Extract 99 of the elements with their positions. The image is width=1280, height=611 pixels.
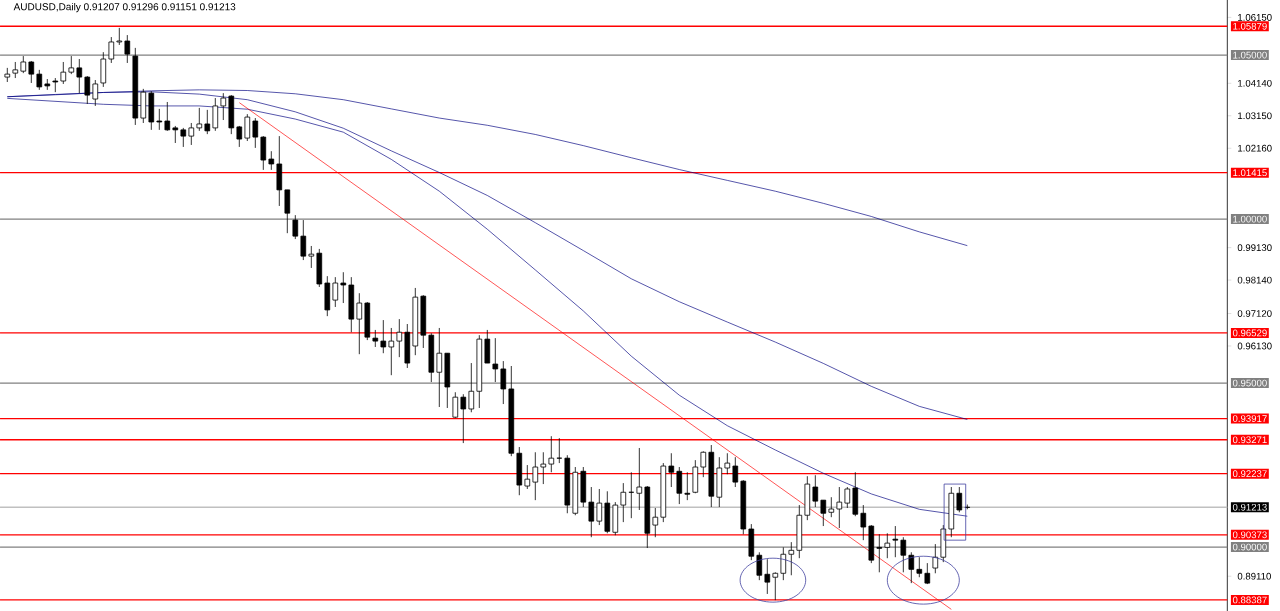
candlestick bbox=[780, 546, 787, 581]
candlestick bbox=[772, 571, 779, 601]
ref-line-label: 0.93917 bbox=[1232, 415, 1267, 422]
candlestick bbox=[172, 125, 179, 144]
candlestick bbox=[460, 393, 467, 444]
candlestick bbox=[724, 452, 731, 475]
ref-line-label: 1.00000 bbox=[1233, 215, 1267, 223]
candlestick bbox=[860, 504, 867, 541]
candlestick bbox=[100, 51, 107, 88]
ref-line-label: 1.05879 bbox=[1233, 22, 1267, 30]
candlestick bbox=[300, 219, 307, 261]
candlestick bbox=[500, 360, 507, 405]
y-tick-label: 0.98140 bbox=[1237, 276, 1272, 284]
candlestick bbox=[540, 451, 547, 485]
candlestick bbox=[636, 447, 643, 511]
candlestick bbox=[332, 276, 339, 308]
candlestick bbox=[260, 135, 267, 171]
candlestick bbox=[244, 113, 251, 142]
candlestick bbox=[52, 77, 59, 93]
candlestick bbox=[60, 61, 67, 85]
candlestick bbox=[468, 362, 475, 413]
ref-line-label: 1.01415 bbox=[1233, 169, 1267, 177]
candlestick bbox=[828, 496, 835, 518]
candlestick bbox=[492, 337, 499, 383]
candlestick bbox=[380, 319, 387, 354]
candlestick bbox=[820, 499, 827, 527]
candlestick bbox=[916, 556, 923, 578]
candlestick bbox=[892, 525, 899, 558]
ref-line-label: 0.91213 bbox=[1232, 503, 1267, 511]
candlestick bbox=[252, 117, 259, 149]
candlestick bbox=[180, 127, 187, 148]
candlestick bbox=[220, 92, 227, 121]
candlestick bbox=[188, 122, 195, 146]
candlestick bbox=[212, 97, 219, 132]
ref-line-label: 0.96529 bbox=[1232, 329, 1267, 337]
ref-line-label: 0.88387 bbox=[1232, 596, 1267, 604]
candlestick bbox=[484, 329, 491, 364]
candlestick bbox=[116, 27, 123, 46]
chart-title: AUDUSD,Daily 0.91207 0.91296 0.91151 0.91213 bbox=[13, 2, 236, 13]
candlestick bbox=[908, 551, 915, 584]
candlestick bbox=[732, 456, 739, 488]
candlestick bbox=[396, 318, 403, 358]
candlestick bbox=[596, 488, 603, 526]
candlestick bbox=[388, 327, 395, 376]
candlestick bbox=[292, 214, 299, 240]
candlestick bbox=[884, 532, 891, 559]
candlestick bbox=[684, 471, 691, 501]
y-tick-label: 1.06150 bbox=[1238, 13, 1272, 21]
candlestick bbox=[668, 452, 675, 488]
candlestick bbox=[788, 541, 795, 576]
y-tick-label: 1.04140 bbox=[1238, 79, 1272, 87]
candlestick bbox=[676, 466, 683, 505]
candlestick bbox=[84, 75, 91, 105]
candlestick bbox=[436, 327, 443, 408]
y-tick-label: 0.99130 bbox=[1237, 244, 1272, 251]
ref-line-label: 1.05000 bbox=[1233, 51, 1267, 59]
candlestick bbox=[356, 292, 363, 355]
candlestick bbox=[124, 34, 131, 64]
candlestick bbox=[76, 58, 83, 94]
candlestick bbox=[548, 435, 555, 473]
candlestick bbox=[844, 486, 851, 509]
candlestick bbox=[588, 486, 595, 538]
candlestick bbox=[68, 55, 75, 75]
ref-line-label: 0.95000 bbox=[1232, 379, 1267, 387]
candlestick bbox=[756, 551, 763, 581]
candlestick bbox=[956, 486, 963, 513]
y-tick-label: 1.02160 bbox=[1238, 144, 1272, 152]
candlestick bbox=[28, 60, 35, 84]
candlestick bbox=[196, 107, 203, 132]
candlestick bbox=[284, 189, 291, 234]
candlestick bbox=[204, 109, 211, 135]
ref-line-label: 0.90373 bbox=[1232, 531, 1267, 539]
candlestick bbox=[900, 536, 907, 573]
candlestick bbox=[652, 507, 659, 538]
candlestick bbox=[308, 245, 315, 269]
ref-line-label: 0.93271 bbox=[1232, 436, 1267, 444]
y-tick-label: 0.89110 bbox=[1237, 572, 1271, 580]
candlestick bbox=[764, 558, 771, 595]
candlestick bbox=[620, 482, 627, 523]
candlestick bbox=[524, 464, 531, 490]
y-tick-label: 0.96130 bbox=[1237, 342, 1272, 350]
candlestick bbox=[108, 36, 115, 64]
candlestick bbox=[340, 271, 347, 304]
candlestick bbox=[268, 150, 275, 171]
ref-line-label: 0.92237 bbox=[1232, 470, 1267, 478]
candlestick bbox=[156, 108, 163, 131]
candlestick bbox=[532, 451, 539, 501]
candlestick bbox=[812, 474, 819, 508]
y-tick-label: 0.97120 bbox=[1237, 310, 1272, 317]
y-tick-label: 1.03150 bbox=[1238, 112, 1272, 120]
candlestick bbox=[836, 486, 843, 529]
candlestick bbox=[36, 69, 43, 91]
ref-line-label: 0.90000 bbox=[1232, 543, 1267, 551]
candlestick bbox=[452, 391, 459, 419]
candlestick bbox=[876, 533, 883, 573]
candlestick bbox=[164, 101, 171, 132]
candlestick bbox=[92, 79, 99, 107]
candlestick bbox=[700, 450, 707, 478]
candlestick bbox=[932, 543, 939, 574]
